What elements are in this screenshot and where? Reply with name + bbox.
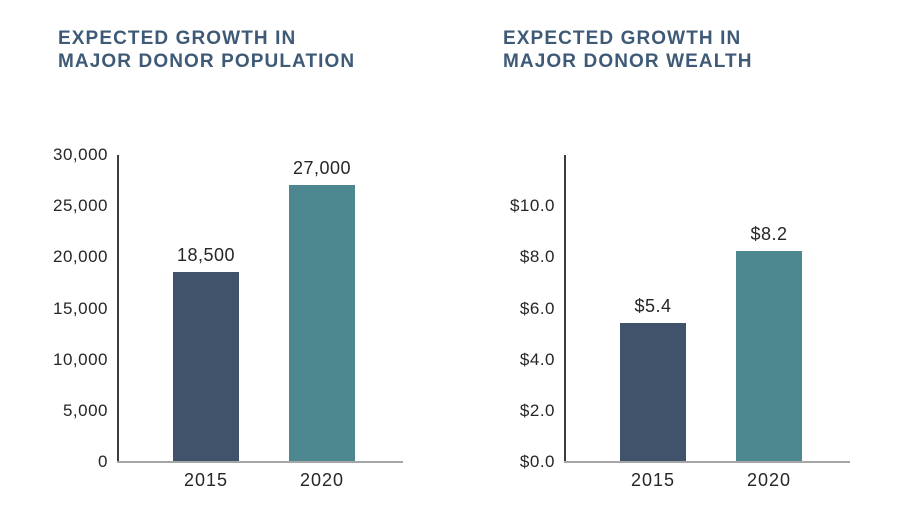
y-tick-label: 20,000 [53,247,108,267]
y-tick-label: 10,000 [53,349,108,369]
x-tick-label: 2015 [630,470,676,490]
bar-value-label: $5.4 [634,295,672,316]
y-axis-line [564,155,566,463]
bar-2020 [736,251,802,461]
x-tick-label: 2015 [183,470,229,490]
y-tick-label: $2.0 [519,400,555,420]
bar-2015 [620,322,686,461]
y-tick-label: $0.0 [519,452,555,471]
bar-value-label: 27,000 [292,157,352,178]
bar-value-label: $8.2 [750,224,788,245]
y-axis-line [117,155,119,463]
x-tick-label: 2020 [746,470,792,490]
bar-value-label: 18,500 [176,244,236,265]
y-tick-label: 5,000 [62,400,108,420]
bar-2015 [173,271,239,461]
y-tick-label: $4.0 [519,349,555,369]
x-axis-baseline [564,461,850,463]
wealth-chart-title: EXPECTED GROWTH IN MAJOR DONOR WEALTH [503,28,753,73]
population-chart-plot: 0 5,000 10,000 15,000 20,000 25,000 30,000 18,5… [53,145,403,490]
y-tick-label: $8.0 [519,247,555,267]
x-axis-baseline [117,461,403,463]
x-tick-label: 2020 [299,470,345,490]
y-tick-label: 30,000 [53,145,108,164]
y-tick-label: $6.0 [519,298,555,318]
bar-2020 [289,184,355,461]
y-tick-label: $10.0 [509,196,555,216]
y-tick-label: 15,000 [53,298,108,318]
population-chart-title: EXPECTED GROWTH IN MAJOR DONOR POPULATIO… [58,28,356,73]
wealth-chart-plot: $0.0 $2.0 $4.0 $6.0 $8.0 $10.0 $5.4 2015 $8.2 202… [510,155,850,490]
y-tick-label: 25,000 [53,196,108,216]
y-tick-label: 0 [98,452,108,471]
